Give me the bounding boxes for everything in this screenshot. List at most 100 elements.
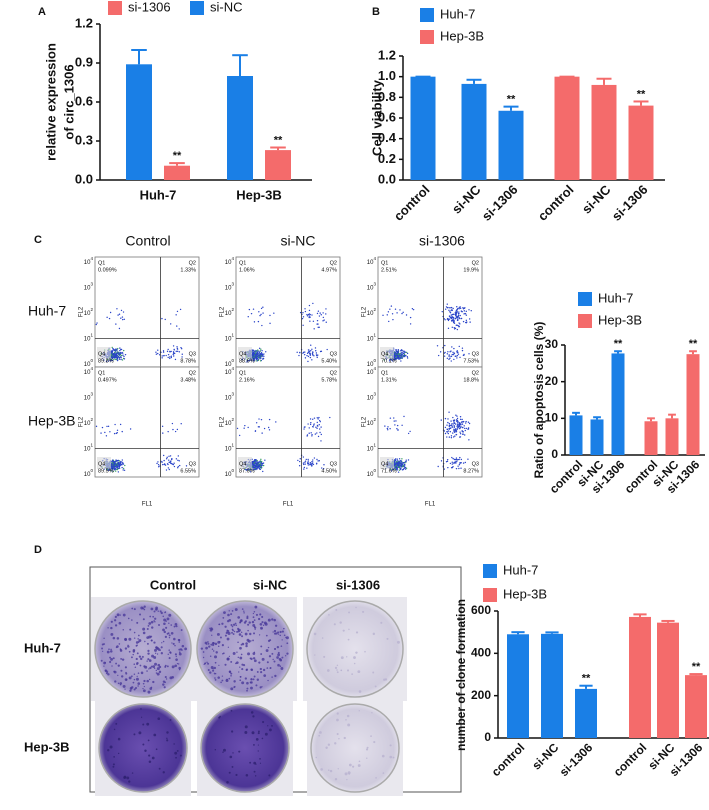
colony: [254, 628, 256, 630]
y-tick-label: 1.2: [75, 15, 93, 30]
event-dot: [113, 358, 115, 361]
event-dot: [170, 350, 172, 353]
colony: [207, 641, 209, 643]
event-dot: [456, 425, 458, 427]
event-dot: [397, 466, 400, 468]
colony: [259, 667, 262, 671]
event-dot: [170, 355, 173, 357]
colony: [110, 620, 113, 623]
event-dot: [455, 462, 457, 464]
colony: [335, 608, 338, 611]
colony: [174, 622, 178, 626]
colony: [313, 632, 317, 636]
event-dot: [250, 359, 253, 361]
colony: [271, 676, 273, 678]
colony: [260, 626, 263, 630]
colony: [241, 608, 244, 610]
event-dot: [456, 306, 458, 308]
event-dot: [176, 348, 179, 350]
colony: [128, 637, 132, 641]
event-dot: [260, 460, 263, 463]
event-dot: [447, 319, 450, 322]
legend-swatch: [483, 564, 497, 578]
event-dot: [325, 308, 327, 310]
colony: [153, 667, 156, 670]
colony: [142, 687, 144, 690]
colony: [133, 663, 136, 665]
dish: [310, 703, 400, 793]
colony: [273, 618, 276, 622]
colony: [154, 662, 158, 666]
tick-exponent: 0: [373, 468, 376, 473]
event-dot: [401, 312, 403, 315]
tick-base: 10: [367, 311, 374, 317]
y-axis-title: of circ_1306: [61, 64, 76, 139]
colony: [231, 765, 234, 768]
bar: [461, 83, 487, 180]
colony: [214, 677, 216, 679]
colony: [221, 679, 224, 682]
bar: [665, 418, 679, 455]
colony: [389, 744, 392, 747]
event-dot: [449, 316, 451, 318]
quadrant-percent: 89.8%: [98, 358, 114, 364]
event-dot: [260, 418, 263, 421]
event-dot: [453, 352, 456, 354]
colony: [148, 659, 152, 662]
event-dot: [461, 418, 463, 421]
event-dot: [258, 357, 261, 359]
colony: [279, 665, 282, 668]
event-dot: [403, 354, 406, 357]
event-dot: [167, 467, 170, 469]
event-dot: [452, 313, 454, 315]
colony: [167, 653, 169, 656]
event-dot: [396, 356, 399, 358]
quadrant-percent: 1.06%: [239, 267, 255, 273]
event-dot: [309, 464, 311, 466]
colony: [146, 679, 149, 683]
event-dot: [119, 464, 121, 467]
event-dot: [449, 311, 451, 313]
event-dot: [129, 428, 132, 430]
colony: [246, 687, 249, 690]
colony: [222, 751, 224, 753]
colony: [336, 712, 339, 715]
colony: [218, 664, 220, 666]
tick-base: 10: [367, 446, 374, 452]
event-dot: [458, 312, 460, 315]
event-dot: [312, 351, 314, 354]
colony: [142, 682, 145, 685]
colony: [281, 656, 284, 659]
tick-exponent: 4: [231, 366, 234, 371]
event-dot: [256, 461, 258, 463]
colony: [240, 631, 243, 634]
colony: [153, 610, 156, 613]
event-dot: [457, 458, 459, 461]
tick-base: 10: [367, 260, 374, 266]
event-dot: [398, 458, 401, 460]
colony: [122, 684, 126, 688]
colony: [113, 755, 115, 758]
colony: [210, 643, 213, 646]
event-dot: [173, 465, 176, 468]
tick-base: 10: [367, 285, 374, 291]
event-dot: [450, 314, 452, 316]
colony: [274, 648, 276, 650]
colony: [138, 655, 142, 658]
colony: [223, 611, 226, 615]
colony: [150, 665, 153, 668]
event-dot: [122, 354, 124, 356]
bar: [590, 419, 604, 455]
colony: [114, 615, 117, 619]
tick-base: 10: [367, 370, 374, 376]
event-dot: [394, 424, 396, 426]
event-dot: [263, 427, 266, 430]
colony: [131, 619, 133, 621]
colony: [358, 710, 360, 712]
colony: [158, 767, 161, 770]
colony: [227, 613, 230, 617]
event-dot: [406, 356, 409, 358]
colony: [168, 634, 171, 637]
colony: [352, 765, 355, 768]
colony: [276, 645, 280, 649]
